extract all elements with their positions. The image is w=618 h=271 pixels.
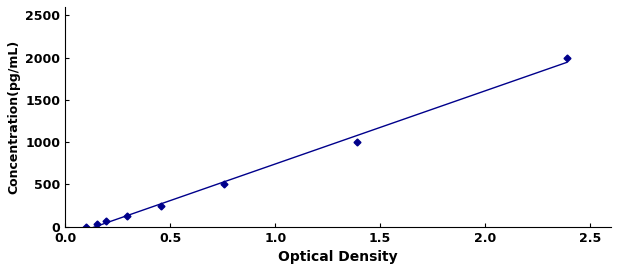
Y-axis label: Concentration(pg/mL): Concentration(pg/mL) (7, 40, 20, 194)
X-axis label: Optical Density: Optical Density (278, 250, 398, 264)
